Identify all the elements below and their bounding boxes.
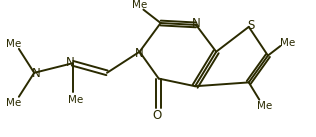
Text: N: N (192, 18, 200, 30)
Text: Me: Me (132, 0, 147, 10)
Text: Me: Me (6, 39, 22, 49)
Text: Me: Me (68, 95, 83, 105)
Text: O: O (152, 109, 161, 122)
Text: N: N (66, 56, 75, 69)
Text: S: S (247, 19, 254, 32)
Text: Me: Me (280, 38, 296, 48)
Text: N: N (135, 47, 144, 60)
Text: Me: Me (258, 101, 273, 111)
Text: N: N (32, 67, 40, 80)
Text: Me: Me (6, 98, 22, 108)
